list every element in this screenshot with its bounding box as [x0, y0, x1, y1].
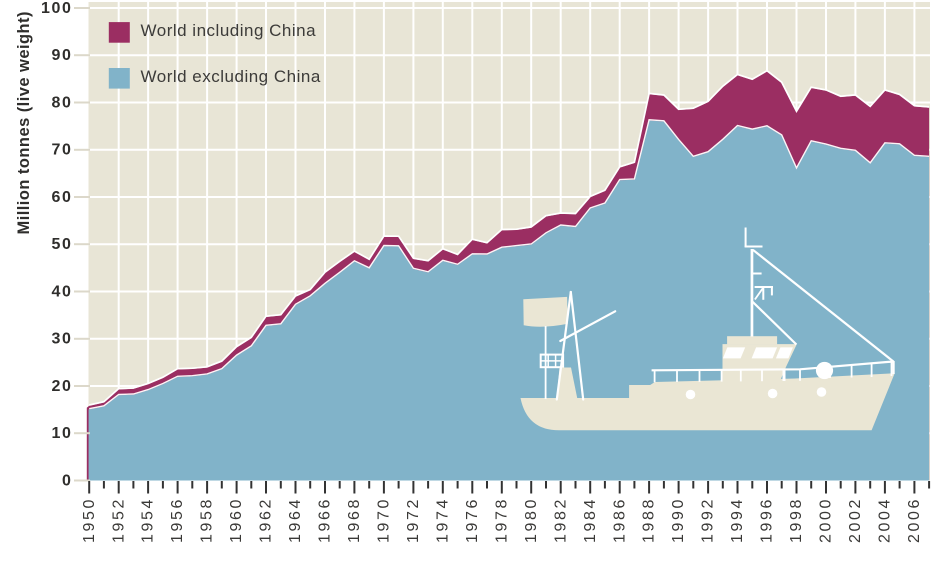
svg-text:30: 30	[52, 331, 73, 348]
svg-text:1984: 1984	[582, 497, 599, 543]
svg-text:1964: 1964	[287, 497, 304, 543]
svg-text:World including China: World including China	[141, 21, 317, 40]
svg-text:2006: 2006	[906, 497, 923, 543]
svg-text:100: 100	[41, 0, 73, 17]
svg-text:1982: 1982	[552, 497, 569, 543]
svg-text:1966: 1966	[317, 497, 334, 543]
svg-text:1976: 1976	[464, 497, 481, 543]
svg-text:0: 0	[62, 472, 73, 489]
svg-text:90: 90	[52, 47, 73, 64]
svg-text:Million tonnes (live weight): Million tonnes (live weight)	[15, 11, 33, 234]
svg-text:1992: 1992	[700, 497, 717, 543]
svg-text:40: 40	[52, 283, 73, 300]
svg-text:2000: 2000	[818, 497, 835, 543]
svg-text:1954: 1954	[140, 497, 157, 543]
svg-text:1978: 1978	[493, 497, 510, 543]
svg-text:1950: 1950	[81, 497, 98, 543]
svg-text:1988: 1988	[641, 497, 658, 543]
svg-text:10: 10	[52, 425, 73, 442]
svg-text:1952: 1952	[110, 497, 127, 543]
svg-text:1972: 1972	[405, 497, 422, 543]
svg-text:1958: 1958	[199, 497, 216, 543]
svg-text:1986: 1986	[611, 497, 628, 543]
svg-text:2004: 2004	[877, 497, 894, 543]
svg-text:1970: 1970	[376, 497, 393, 543]
svg-text:1962: 1962	[258, 497, 275, 543]
svg-text:20: 20	[52, 378, 73, 395]
svg-text:World excluding China: World excluding China	[141, 67, 321, 86]
svg-text:1974: 1974	[434, 497, 451, 543]
svg-text:1960: 1960	[228, 497, 245, 543]
svg-text:50: 50	[52, 236, 73, 253]
svg-text:80: 80	[52, 94, 73, 111]
svg-text:1956: 1956	[169, 497, 186, 543]
svg-text:2002: 2002	[847, 497, 864, 543]
svg-text:70: 70	[52, 142, 73, 159]
svg-text:1980: 1980	[523, 497, 540, 543]
svg-text:1968: 1968	[346, 497, 363, 543]
svg-text:60: 60	[52, 189, 73, 206]
svg-text:1998: 1998	[788, 497, 805, 543]
svg-text:1994: 1994	[729, 497, 746, 543]
svg-text:1996: 1996	[759, 497, 776, 543]
svg-text:1990: 1990	[670, 497, 687, 543]
